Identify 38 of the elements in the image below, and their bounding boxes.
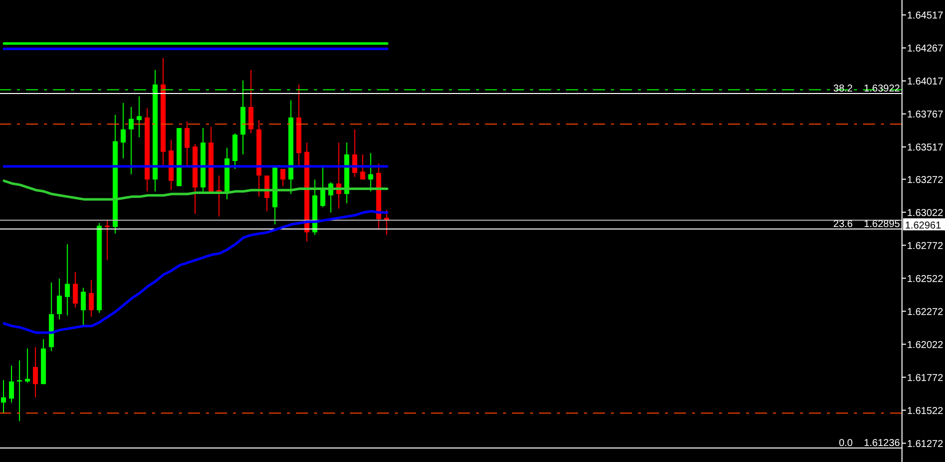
y-tick-label: 1.62522 (907, 274, 944, 285)
candlestick (360, 154, 366, 180)
ref-line-label: 0.0 1.61236 (838, 438, 900, 450)
candlestick (120, 102, 126, 159)
y-tick-label: 1.63272 (907, 174, 944, 186)
candlestick (88, 279, 94, 318)
y-tick-label: 1.61772 (907, 372, 944, 384)
y-tick-label: 1.64017 (907, 76, 944, 88)
text: 1.62961 (905, 220, 942, 232)
candlestick (216, 175, 222, 217)
candlestick (128, 106, 134, 175)
y-tick-label: 1.62772 (907, 240, 944, 252)
candlestick (280, 168, 286, 187)
ref-line-label: 23.6 1.62895 (833, 219, 900, 230)
candlestick (8, 365, 14, 404)
candlestick (104, 220, 110, 261)
candlestick (32, 346, 38, 398)
y-tick-label: 1.63022 (907, 208, 944, 219)
candlestick (64, 244, 70, 316)
candlestick (368, 152, 374, 192)
y-tick-label: 1.61522 (907, 406, 944, 417)
y-tick-label: 1.63767 (907, 109, 944, 120)
candlestick (16, 360, 22, 422)
candlestick (80, 287, 86, 327)
candlestick (56, 278, 62, 320)
y-tick-label: 1.62022 (907, 340, 944, 351)
candlestick (248, 69, 254, 134)
candlestick (136, 96, 142, 138)
y-tick-label: 1.64267 (907, 43, 944, 54)
y-tick-label: 1.61272 (907, 438, 944, 450)
y-tick-label: 1.63517 (907, 142, 944, 154)
line-series (2, 210, 388, 334)
candlestick (1, 380, 6, 414)
y-tick-label: 1.62272 (907, 306, 944, 318)
candlestick (72, 271, 78, 308)
candlestick (24, 348, 30, 384)
y-tick-label: 1.64517 (907, 10, 944, 22)
candlestick (184, 120, 190, 167)
